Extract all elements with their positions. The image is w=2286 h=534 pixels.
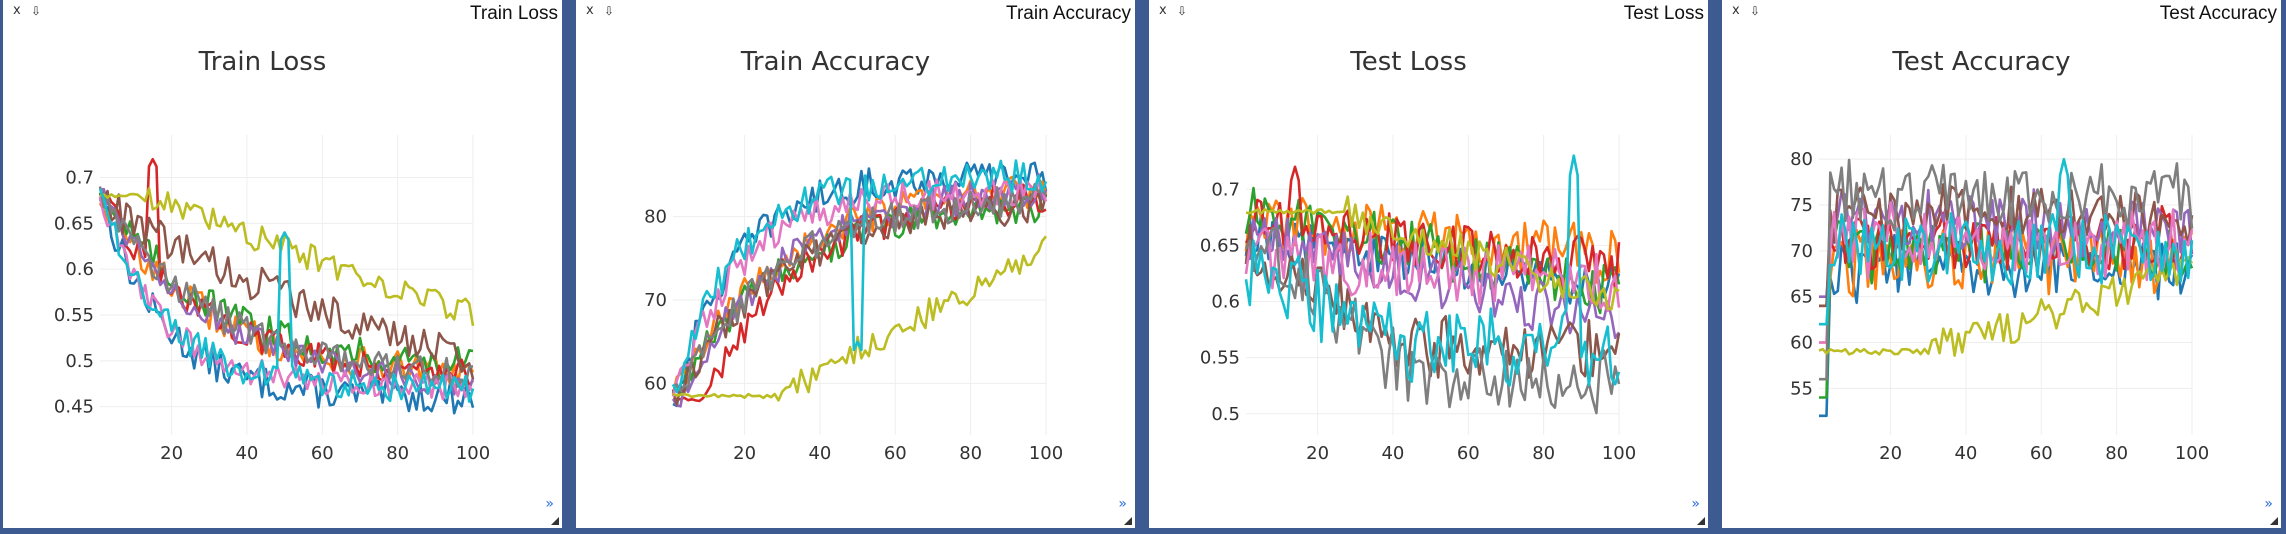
- y-tick-label: 75: [1790, 195, 1813, 216]
- chart-train-accuracy: Train Accuracy 20 40 60 80 100 60 70 80: [644, 47, 1063, 464]
- close-icon[interactable]: x: [13, 3, 21, 18]
- y-tick-label: 0.65: [1200, 235, 1240, 256]
- x-tick-label: 60: [884, 443, 907, 464]
- series-line[interactable]: [1819, 158, 2194, 381]
- series-line[interactable]: [1244, 154, 1621, 387]
- y-tick-label: 70: [1790, 241, 1813, 262]
- y-tick-label: 70: [644, 290, 667, 311]
- series-line[interactable]: [98, 186, 474, 388]
- series-line[interactable]: [671, 159, 1048, 394]
- series-line[interactable]: [1244, 216, 1621, 340]
- x-tick-label: 80: [1532, 443, 1555, 464]
- expand-icon[interactable]: »: [545, 496, 554, 512]
- download-icon[interactable]: ⇩: [1750, 4, 1761, 18]
- x-tick-label: 20: [1306, 443, 1329, 464]
- pane-test-accuracy: x ⇩ Test Accuracy Test Accuracy 20 40 60 80 1…: [1722, 0, 2281, 528]
- x-tick-label: 80: [959, 443, 982, 464]
- x-tick-label: 100: [2175, 443, 2209, 464]
- download-icon[interactable]: ⇩: [604, 4, 615, 18]
- pane-train-loss: x ⇩ Train Loss Train Loss 20 40 60 80 100 0.45…: [3, 0, 562, 528]
- x-tick-label: 100: [456, 443, 490, 464]
- pane-test-loss: x ⇩ Test Loss Test Loss 20 40 60 80 100 0.5 0.5…: [1149, 0, 1708, 528]
- y-tick-label: 0.6: [1211, 292, 1240, 313]
- x-tick-label: 20: [1879, 443, 1902, 464]
- download-icon[interactable]: ⇩: [31, 4, 42, 18]
- pane-label: Test Accuracy: [2159, 3, 2277, 24]
- pane-train-accuracy: x ⇩ Train Accuracy Train Accuracy 20 40 60 8…: [576, 0, 1135, 528]
- y-tick-label: 0.5: [65, 351, 94, 372]
- y-tick-label: 60: [1790, 333, 1813, 354]
- pane-title-bar[interactable]: x ⇩ Test Accuracy: [1722, 0, 2281, 26]
- download-icon[interactable]: ⇩: [1177, 4, 1188, 18]
- chart-title: Train Loss: [198, 47, 327, 77]
- chart-test-loss: Test Loss 20 40 60 80 100 0.5 0.55 0.6 0.65 0.7: [1200, 47, 1636, 464]
- y-tick-label: 60: [644, 373, 667, 394]
- y-tick-label: 55: [1790, 378, 1813, 399]
- y-tick-label: 0.6: [65, 259, 94, 280]
- series-line[interactable]: [671, 174, 1048, 397]
- pane-label: Test Loss: [1623, 3, 1704, 24]
- pane-title-bar[interactable]: x ⇩ Train Loss: [3, 0, 562, 26]
- x-tick-label: 60: [311, 443, 334, 464]
- chart-title: Test Loss: [1349, 47, 1467, 77]
- resize-handle-icon[interactable]: [551, 517, 559, 525]
- y-tick-label: 0.65: [54, 213, 94, 234]
- y-tick-label: 0.7: [65, 168, 94, 189]
- y-tick-label: 0.5: [1211, 404, 1240, 425]
- y-tick-label: 65: [1790, 287, 1813, 308]
- expand-icon[interactable]: »: [1691, 496, 1700, 512]
- x-tick-label: 80: [386, 443, 409, 464]
- x-tick-label: 100: [1029, 443, 1063, 464]
- series-line[interactable]: [1244, 196, 1621, 284]
- pane-label: Train Loss: [470, 3, 558, 24]
- close-icon[interactable]: x: [1159, 3, 1167, 18]
- x-tick-label: 60: [1457, 443, 1480, 464]
- y-tick-label: 0.55: [54, 305, 94, 326]
- x-tick-label: 40: [808, 443, 831, 464]
- chart-train-loss: Train Loss 20 40 60 80 100 0.45 0.5 0.55 0.6 0.65 0…: [54, 47, 490, 464]
- resize-handle-icon[interactable]: [2270, 517, 2278, 525]
- series-line[interactable]: [672, 183, 1047, 393]
- expand-icon[interactable]: »: [2264, 496, 2273, 512]
- x-tick-label: 20: [733, 443, 756, 464]
- x-tick-label: 40: [235, 443, 258, 464]
- resize-handle-icon[interactable]: [1697, 517, 1705, 525]
- pane-label: Train Accuracy: [1006, 3, 1131, 24]
- pane-title-bar[interactable]: x ⇩ Train Accuracy: [576, 0, 1135, 26]
- x-tick-label: 60: [2030, 443, 2053, 464]
- series-line[interactable]: [99, 187, 475, 396]
- x-tick-label: 100: [1602, 443, 1636, 464]
- pane-title-bar[interactable]: x ⇩ Test Loss: [1149, 0, 1708, 26]
- chart-title: Test Accuracy: [1891, 47, 2070, 77]
- close-icon[interactable]: x: [1732, 3, 1740, 18]
- series-line[interactable]: [1818, 256, 2194, 357]
- chart-title: Train Accuracy: [740, 47, 930, 77]
- series-line[interactable]: [1245, 195, 1620, 311]
- x-tick-label: 20: [160, 443, 183, 464]
- series-line[interactable]: [98, 188, 475, 403]
- y-tick-label: 0.55: [1200, 348, 1240, 369]
- x-tick-label: 80: [2105, 443, 2128, 464]
- resize-handle-icon[interactable]: [1124, 517, 1132, 525]
- close-icon[interactable]: x: [586, 3, 594, 18]
- y-tick-label: 0.7: [1211, 179, 1240, 200]
- chart-test-accuracy: Test Accuracy 20 40 60 80 100 55 60 65 70 75 80: [1790, 47, 2209, 464]
- x-tick-label: 40: [1381, 443, 1404, 464]
- series-line[interactable]: [1819, 157, 2194, 326]
- y-tick-label: 80: [644, 207, 667, 228]
- x-tick-label: 40: [1954, 443, 1977, 464]
- y-tick-label: 0.45: [54, 397, 94, 418]
- y-tick-label: 80: [1790, 149, 1813, 170]
- series-line[interactable]: [98, 189, 475, 380]
- series-line[interactable]: [671, 172, 1048, 408]
- expand-icon[interactable]: »: [1118, 496, 1127, 512]
